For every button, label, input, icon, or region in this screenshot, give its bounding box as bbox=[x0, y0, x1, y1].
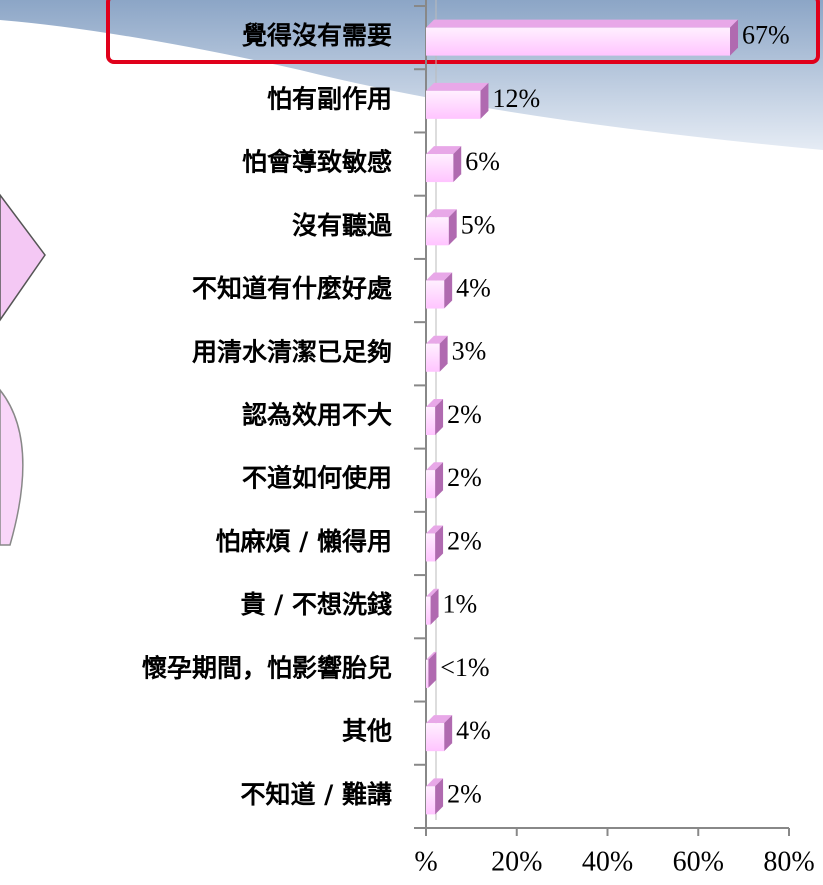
bar bbox=[426, 19, 739, 56]
bar-face bbox=[480, 82, 489, 119]
bar-face bbox=[426, 778, 444, 787]
value-label: 2% bbox=[447, 400, 482, 429]
bar-face bbox=[426, 217, 449, 246]
bar-face bbox=[426, 146, 462, 155]
highlight-box bbox=[106, 0, 820, 64]
category-label: 覺得沒有需要 bbox=[242, 21, 392, 50]
value-label: 4% bbox=[456, 274, 491, 303]
bar-face bbox=[426, 90, 481, 119]
bar-face bbox=[426, 533, 436, 562]
bar bbox=[426, 462, 444, 499]
value-label: 12% bbox=[492, 84, 540, 113]
bar bbox=[426, 399, 444, 435]
bar-face bbox=[426, 399, 444, 407]
bar-face bbox=[426, 470, 436, 499]
bar bbox=[426, 335, 448, 372]
category-label: 用清水清潔已足夠 bbox=[192, 337, 392, 366]
bar-face bbox=[426, 209, 457, 218]
value-label: 2% bbox=[447, 526, 482, 555]
bar-face bbox=[426, 659, 429, 688]
bar-face bbox=[426, 272, 453, 281]
decor-curve bbox=[0, 388, 24, 546]
x-tick-label: 80% bbox=[763, 846, 814, 877]
bar-face bbox=[435, 525, 444, 562]
value-label: 2% bbox=[447, 463, 482, 492]
bar-face bbox=[430, 588, 439, 625]
bar-face bbox=[428, 651, 437, 688]
category-label: 其他 bbox=[342, 717, 392, 746]
bar bbox=[426, 146, 462, 183]
bar-face bbox=[426, 154, 454, 183]
value-label: 3% bbox=[452, 337, 487, 366]
value-label: 67% bbox=[742, 21, 790, 50]
bar-face bbox=[426, 723, 445, 752]
bar-face bbox=[426, 280, 445, 309]
bar-face bbox=[426, 407, 436, 435]
bar-face bbox=[426, 525, 444, 534]
value-label: 5% bbox=[461, 210, 496, 239]
bar-face bbox=[730, 19, 739, 56]
x-tick-label: 60% bbox=[673, 846, 724, 877]
bar-face bbox=[426, 82, 489, 91]
bar bbox=[426, 82, 489, 119]
category-label: 沒有聽過 bbox=[292, 211, 393, 240]
bar bbox=[426, 715, 453, 752]
bar-face bbox=[426, 27, 731, 56]
bar-face bbox=[426, 462, 444, 471]
bar-face bbox=[426, 596, 431, 625]
value-label: <1% bbox=[440, 653, 489, 682]
value-label: 6% bbox=[465, 147, 500, 176]
bar-face bbox=[426, 715, 453, 724]
bar-face bbox=[426, 335, 448, 344]
bar bbox=[426, 651, 437, 688]
category-label: 不知道 / 難講 bbox=[240, 780, 392, 809]
category-label: 不道如何使用 bbox=[242, 464, 392, 493]
x-tick-label: % bbox=[414, 846, 437, 877]
bar-face bbox=[444, 715, 453, 752]
bar-face bbox=[426, 19, 739, 28]
category-label: 懷孕期間，怕影響胎兒 bbox=[142, 653, 392, 682]
bar-face bbox=[426, 786, 436, 815]
value-label: 4% bbox=[456, 716, 491, 745]
bar-face bbox=[453, 146, 462, 183]
bar bbox=[426, 272, 453, 309]
bar-face bbox=[435, 462, 444, 499]
bar-face bbox=[444, 272, 453, 309]
bar-face bbox=[448, 209, 457, 246]
x-tick-label: 40% bbox=[582, 846, 633, 877]
bar bbox=[426, 209, 457, 246]
bar-face bbox=[426, 651, 437, 660]
value-label: 1% bbox=[443, 590, 478, 619]
bar-face bbox=[435, 399, 444, 435]
bar bbox=[426, 778, 444, 815]
category-label: 不知道有什麼好處 bbox=[192, 274, 392, 303]
category-label: 貴 / 不想洗錢 bbox=[240, 590, 392, 619]
category-label: 怕會導致敏感 bbox=[242, 148, 392, 177]
bar-face bbox=[439, 335, 448, 372]
bar-face bbox=[435, 778, 444, 815]
category-label: 怕有副作用 bbox=[267, 84, 392, 113]
bar-face bbox=[426, 343, 440, 372]
value-label: 2% bbox=[447, 779, 482, 808]
bar bbox=[426, 588, 439, 625]
category-label: 認為效用不大 bbox=[242, 401, 392, 430]
bar bbox=[426, 525, 444, 562]
category-label: 怕麻煩 / 懶得用 bbox=[215, 527, 392, 556]
bar-face bbox=[426, 588, 439, 597]
x-tick-label: 20% bbox=[491, 846, 542, 877]
decor-arrow bbox=[0, 193, 46, 322]
